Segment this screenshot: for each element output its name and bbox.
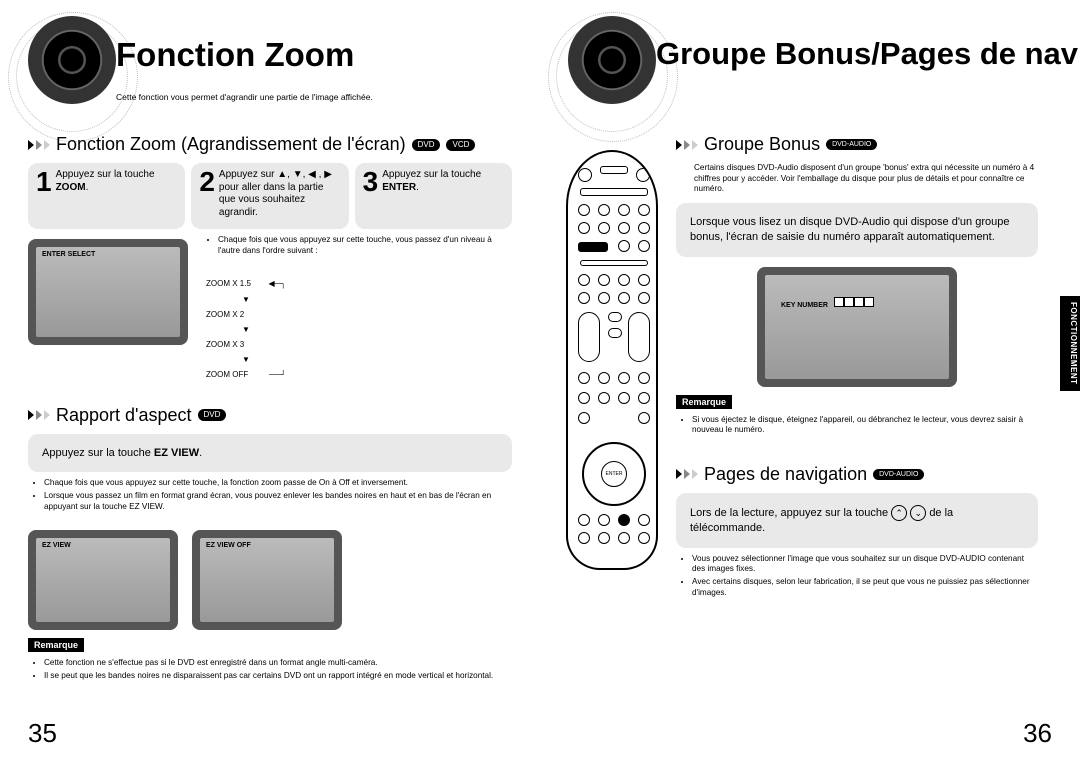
badge-dvd-audio: DVD-AUDIO [873, 469, 924, 481]
step-1: 1 Appuyez sur la touche ZOOM. [28, 163, 185, 229]
page-number: 36 [1023, 718, 1052, 749]
remote-dpad: ENTER [582, 442, 646, 506]
step-text: Appuyez sur la touche ENTER. [382, 169, 504, 194]
remarque-label: Remarque [676, 395, 732, 409]
section-title: Pages de navigation [704, 464, 867, 485]
steps-row: 1 Appuyez sur la touche ZOOM. 2 Appuyez … [28, 163, 512, 229]
tv-keynumber: KEY NUMBER [757, 267, 957, 387]
chevron-icon [28, 410, 50, 420]
nav-bullets: Vous pouvez sélectionner l'image que vou… [676, 554, 1038, 599]
chevron-icon [676, 469, 698, 479]
aspect-remarque-bullets: Cette fonction ne s'effectue pas si le D… [28, 658, 512, 681]
bonus-remarque-bullets: Si vous éjectez le disque, éteignez l'ap… [676, 415, 1038, 436]
speaker-icon [568, 16, 656, 104]
step-number: 3 [363, 169, 379, 194]
badge-dvd: DVD [198, 409, 227, 421]
step-text: Appuyez sur ▲, ▼, ◀ , ▶ pour aller dans … [219, 169, 341, 219]
page-title: Fonction Zoom [116, 36, 354, 74]
remote-enter: ENTER [601, 461, 627, 487]
tv-mock-zoom: ENTER SELECT [28, 239, 188, 345]
page-title: Groupe Bonus/Pages de navigation [656, 36, 1080, 72]
bonus-intro: Certains disques DVD-Audio disposent d'u… [694, 163, 1038, 195]
badge-dvd-audio: DVD-AUDIO [826, 139, 877, 151]
page-number: 35 [28, 718, 57, 749]
tv-label: ENTER SELECT [42, 251, 95, 258]
page-right: Groupe Bonus/Pages de navigation FONCTIO… [540, 0, 1080, 763]
section-head-nav: Pages de navigation DVD-AUDIO [676, 464, 1038, 485]
chevron-icon [28, 140, 50, 150]
section-title: Groupe Bonus [704, 134, 820, 155]
aspect-bullets: Chaque fois que vous appuyez sur cette t… [28, 478, 512, 512]
section-head-zoom: Fonction Zoom (Agrandissement de l'écran… [28, 134, 512, 155]
nav-down-icon: ⌄ [910, 505, 926, 521]
chevron-icon [676, 140, 698, 150]
nav-bar: Lors de la lecture, appuyez sur la touch… [676, 493, 1038, 548]
speaker-icon [28, 16, 116, 104]
page-left: Fonction Zoom Cette fonction vous permet… [0, 0, 540, 763]
zoom-bullet: Chaque fois que vous appuyez sur cette t… [202, 235, 512, 256]
side-tab: FONCTIONNEMENT [1060, 296, 1080, 391]
remarque-label: Remarque [28, 638, 84, 652]
section-title: Fonction Zoom (Agrandissement de l'écran… [56, 134, 406, 155]
ezview-bar: Appuyez sur la touche EZ VIEW. [28, 434, 512, 473]
step-2: 2 Appuyez sur ▲, ▼, ◀ , ▶ pour aller dan… [191, 163, 348, 229]
tv-ezview-off: EZ VIEW OFF [192, 530, 342, 630]
step-number: 2 [199, 169, 215, 194]
step-text: Appuyez sur la touche ZOOM. [56, 169, 178, 194]
tv-key-label: KEY NUMBER [781, 297, 874, 309]
badge-dvd: DVD [412, 139, 441, 151]
nav-up-icon: ⌃ [891, 505, 907, 521]
aspect-tvs: EZ VIEW EZ VIEW OFF [28, 520, 512, 630]
section-head-aspect: Rapport d'aspect DVD [28, 405, 512, 426]
badge-vcd: VCD [446, 139, 475, 151]
tv-ezview-on: EZ VIEW [28, 530, 178, 630]
remote-illustration: ENTER [566, 150, 658, 570]
step-3: 3 Appuyez sur la touche ENTER. [355, 163, 512, 229]
section-title: Rapport d'aspect [56, 405, 192, 426]
page-subtitle: Cette fonction vous permet d'agrandir un… [116, 92, 373, 102]
step-number: 1 [36, 169, 52, 194]
section-head-bonus: Groupe Bonus DVD-AUDIO [676, 134, 1038, 155]
zoom-levels: ZOOM X 1.5◀─┐ ▼ ZOOM X 2 ▼ ZOOM X 3 ▼ ZO… [206, 276, 286, 382]
bonus-bar: Lorsque vous lisez un disque DVD-Audio q… [676, 203, 1038, 257]
